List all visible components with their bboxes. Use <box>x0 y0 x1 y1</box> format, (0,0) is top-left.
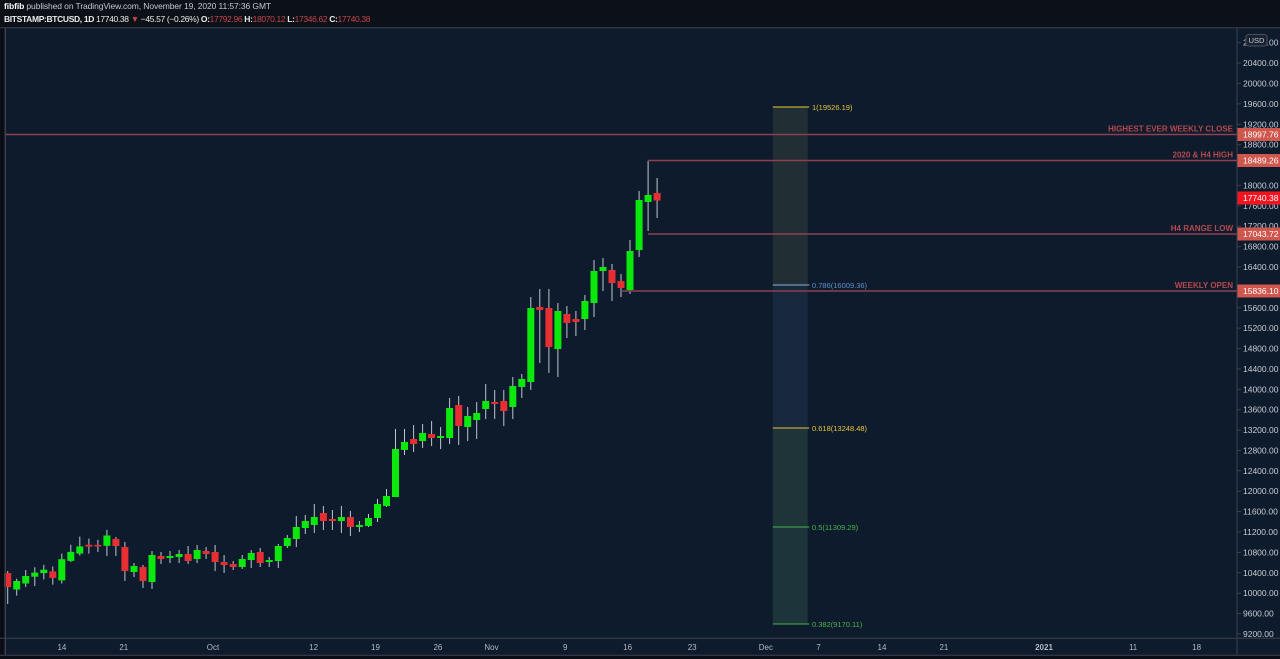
svg-text:26: 26 <box>433 643 442 652</box>
svg-text:H4 RANGE LOW: H4 RANGE LOW <box>1171 224 1234 233</box>
svg-text:14000.00: 14000.00 <box>1243 384 1279 394</box>
svg-text:0.786(16009.36): 0.786(16009.36) <box>812 281 868 290</box>
svg-text:14: 14 <box>57 643 66 652</box>
svg-text:11: 11 <box>1129 643 1138 652</box>
svg-text:19: 19 <box>371 643 380 652</box>
svg-text:12400.00: 12400.00 <box>1243 466 1279 476</box>
svg-text:17600.00: 17600.00 <box>1243 201 1279 211</box>
svg-text:17200.00: 17200.00 <box>1243 221 1279 231</box>
svg-text:Nov: Nov <box>484 643 498 652</box>
svg-text:21: 21 <box>939 643 948 652</box>
svg-text:Oct: Oct <box>207 643 220 652</box>
svg-text:19200.00: 19200.00 <box>1243 119 1279 129</box>
svg-text:16800.00: 16800.00 <box>1243 242 1279 252</box>
svg-text:7: 7 <box>816 643 821 652</box>
svg-text:16400.00: 16400.00 <box>1243 262 1279 272</box>
svg-text:12: 12 <box>309 643 318 652</box>
svg-text:13200.00: 13200.00 <box>1243 425 1279 435</box>
svg-text:0.5(11309.29): 0.5(11309.29) <box>812 523 859 532</box>
svg-text:2021: 2021 <box>1035 643 1053 652</box>
svg-text:12000.00: 12000.00 <box>1243 486 1279 496</box>
svg-text:17740.38: 17740.38 <box>1243 193 1279 203</box>
svg-text:HIGHEST EVER WEEKLY CLOSE: HIGHEST EVER WEEKLY CLOSE <box>1108 125 1234 134</box>
svg-text:9600.00: 9600.00 <box>1243 609 1274 619</box>
svg-text:23: 23 <box>688 643 697 652</box>
svg-text:14: 14 <box>878 643 887 652</box>
svg-text:10000.00: 10000.00 <box>1243 588 1279 598</box>
svg-text:15836.10: 15836.10 <box>1243 286 1279 296</box>
svg-text:16: 16 <box>623 643 632 652</box>
svg-text:18489.26: 18489.26 <box>1243 156 1279 166</box>
svg-text:18997.76: 18997.76 <box>1243 130 1279 140</box>
svg-text:18800.00: 18800.00 <box>1243 140 1279 150</box>
svg-text:19600.00: 19600.00 <box>1243 99 1279 109</box>
svg-text:Dec: Dec <box>759 643 773 652</box>
svg-text:20400.00: 20400.00 <box>1243 58 1279 68</box>
svg-text:14800.00: 14800.00 <box>1243 344 1279 354</box>
svg-text:9: 9 <box>563 643 568 652</box>
svg-text:11200.00: 11200.00 <box>1243 527 1278 537</box>
svg-text:21: 21 <box>119 643 128 652</box>
svg-text:10400.00: 10400.00 <box>1243 568 1279 578</box>
svg-text:18: 18 <box>1192 643 1201 652</box>
svg-text:17043.72: 17043.72 <box>1243 229 1279 239</box>
svg-text:15600.00: 15600.00 <box>1243 303 1279 313</box>
svg-text:12800.00: 12800.00 <box>1243 446 1279 456</box>
svg-text:2020 & H4 HIGH: 2020 & H4 HIGH <box>1173 151 1234 160</box>
svg-text:13600.00: 13600.00 <box>1243 405 1279 415</box>
svg-text:15200.00: 15200.00 <box>1243 323 1279 333</box>
svg-text:USD: USD <box>1249 36 1265 45</box>
svg-text:18000.00: 18000.00 <box>1243 180 1279 190</box>
svg-text:9200.00: 9200.00 <box>1243 629 1274 639</box>
svg-text:20000.00: 20000.00 <box>1243 79 1279 89</box>
svg-text:WEEKLY OPEN: WEEKLY OPEN <box>1175 281 1233 290</box>
svg-text:1(19526.19): 1(19526.19) <box>812 103 853 112</box>
svg-text:11600.00: 11600.00 <box>1243 507 1278 517</box>
svg-text:0.382(9170.11): 0.382(9170.11) <box>812 620 863 629</box>
svg-text:0.618(13248.48): 0.618(13248.48) <box>812 424 868 433</box>
svg-text:14400.00: 14400.00 <box>1243 364 1279 374</box>
svg-text:10800.00: 10800.00 <box>1243 547 1279 557</box>
